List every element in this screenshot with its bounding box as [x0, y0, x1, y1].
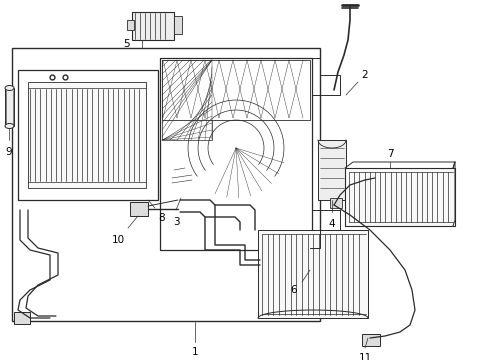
Bar — [28, 82, 146, 188]
Text: 2: 2 — [362, 70, 368, 80]
Bar — [130, 202, 148, 216]
Bar — [162, 60, 310, 120]
Bar — [345, 168, 455, 226]
Bar — [127, 20, 134, 30]
Bar — [318, 140, 346, 200]
Ellipse shape — [5, 85, 14, 90]
Text: 4: 4 — [329, 219, 335, 229]
Polygon shape — [165, 162, 200, 198]
Bar — [18, 70, 158, 200]
Text: 8: 8 — [159, 213, 165, 223]
Bar — [132, 12, 174, 40]
Bar — [12, 48, 320, 321]
Bar — [258, 230, 368, 318]
Bar — [162, 60, 212, 140]
Text: 11: 11 — [358, 353, 371, 360]
Text: 7: 7 — [387, 149, 393, 159]
Text: 9: 9 — [6, 147, 12, 157]
Bar — [160, 58, 312, 250]
Text: 3: 3 — [172, 217, 179, 227]
Bar — [14, 312, 30, 324]
Bar — [5, 88, 14, 126]
Text: 10: 10 — [111, 235, 124, 245]
Text: 5: 5 — [122, 39, 129, 49]
Text: 6: 6 — [291, 285, 297, 295]
Text: 1: 1 — [192, 347, 198, 357]
Bar — [362, 334, 380, 346]
Bar — [174, 16, 182, 34]
Ellipse shape — [5, 123, 14, 129]
Bar — [330, 198, 342, 208]
